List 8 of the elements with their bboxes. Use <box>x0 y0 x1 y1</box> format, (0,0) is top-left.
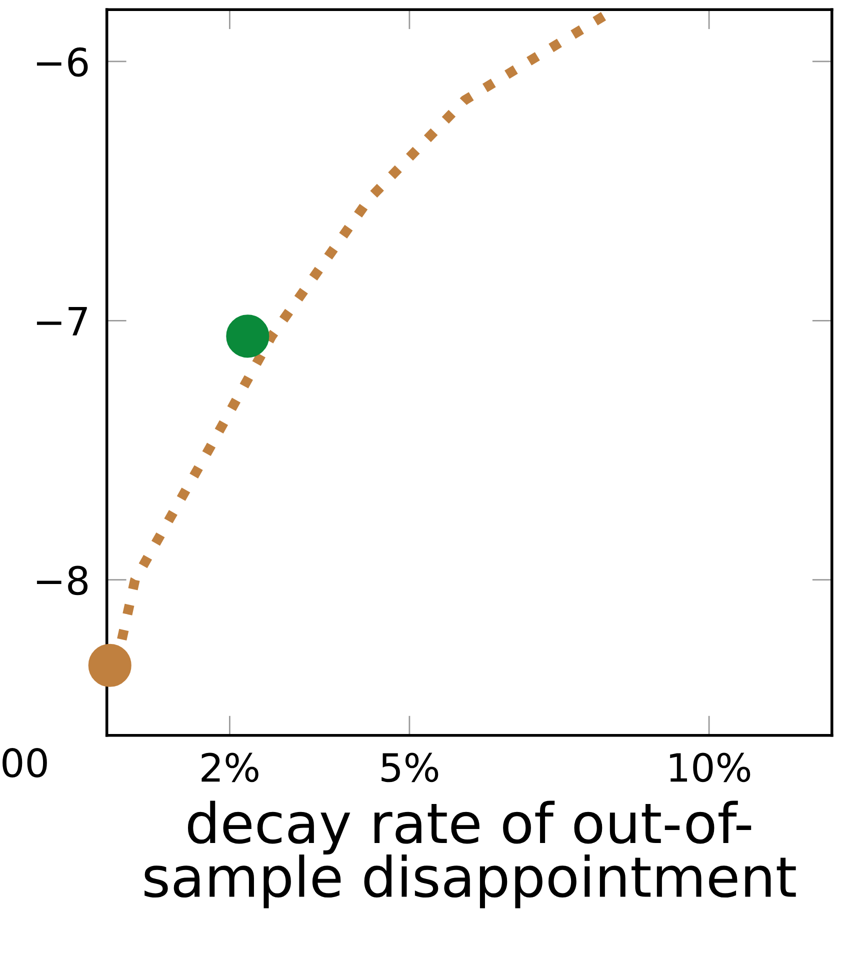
y-tick-label: −7 <box>36 307 87 336</box>
x-tick-label: 5% <box>382 752 438 782</box>
y-tick-label: −6 <box>36 47 88 77</box>
x-axis-title: decay rate of out-of- sample disappointment <box>144 800 796 908</box>
y-tick-label: −8 <box>36 566 88 596</box>
x-tick-label: 10% <box>670 752 750 782</box>
x-tick-label: 2% <box>202 752 258 782</box>
text: 00 <box>2 748 47 778</box>
